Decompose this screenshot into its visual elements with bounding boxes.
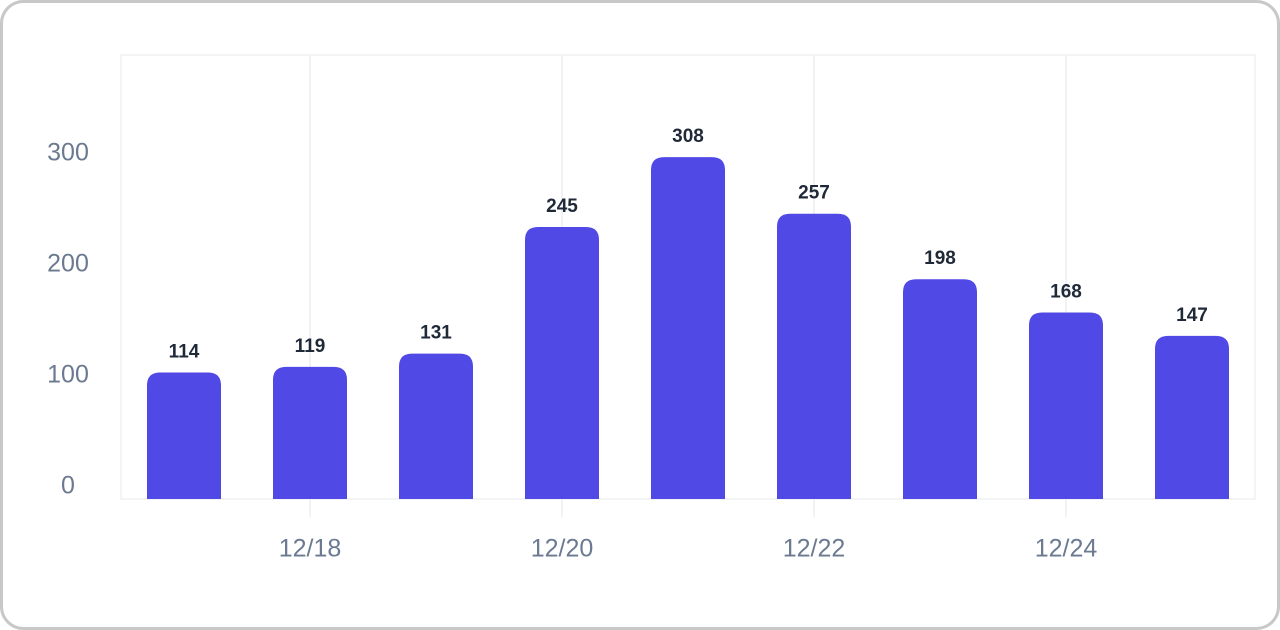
bar (273, 366, 347, 499)
value-label: 114 (169, 341, 200, 362)
bar (399, 353, 473, 499)
bar (777, 213, 851, 500)
x-tick-label: 12/20 (531, 535, 594, 563)
y-tick-label: 0 (61, 472, 75, 500)
value-label: 131 (420, 323, 452, 344)
x-tick-label: 12/18 (279, 535, 342, 563)
value-label: 119 (295, 336, 326, 357)
bar (147, 372, 221, 499)
bar (903, 279, 977, 499)
y-tick-label: 300 (47, 139, 89, 167)
bar (1155, 335, 1229, 499)
value-label: 147 (1176, 305, 1208, 326)
value-label: 257 (798, 183, 830, 204)
value-label: 245 (546, 196, 578, 217)
y-tick-label: 100 (47, 361, 89, 389)
bar (651, 157, 725, 499)
y-tick-label: 200 (47, 250, 89, 278)
bar (525, 227, 599, 500)
x-tick-label: 12/24 (1035, 535, 1098, 563)
value-label: 198 (924, 248, 956, 269)
x-tick-label: 12/22 (783, 535, 846, 563)
value-label: 308 (672, 126, 704, 147)
value-label: 168 (1050, 282, 1082, 303)
bar (1029, 312, 1103, 499)
